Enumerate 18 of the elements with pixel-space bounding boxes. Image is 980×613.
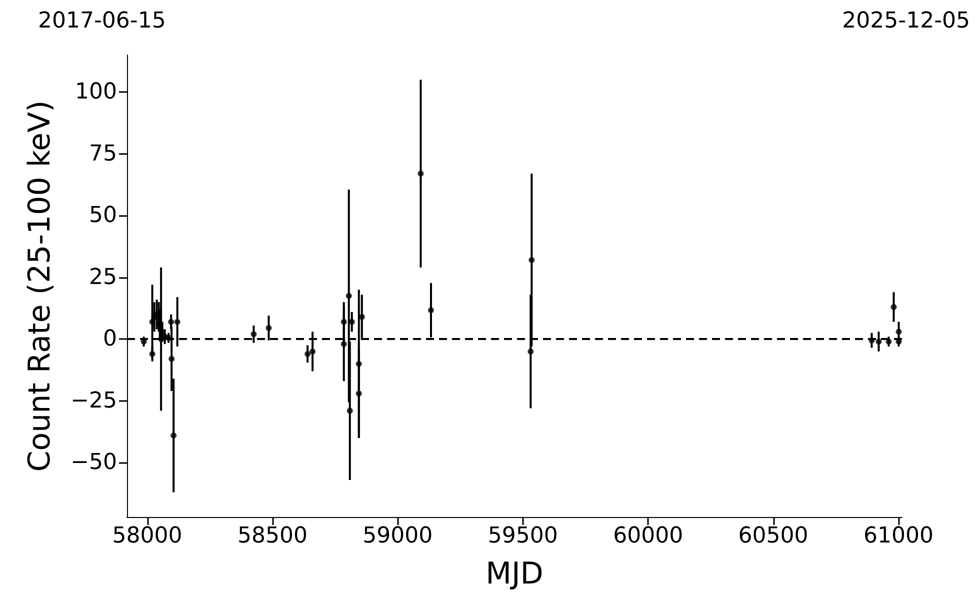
x-tick-label: 59500 bbox=[488, 524, 558, 548]
x-tick-label: 61000 bbox=[863, 524, 934, 548]
x-tick-label: 58000 bbox=[112, 524, 182, 548]
text: 2017-06-15 bbox=[38, 8, 166, 34]
y-tick-label: 50 bbox=[89, 203, 117, 228]
x-tick-label: 58500 bbox=[237, 524, 308, 548]
text: 2025-12-05 bbox=[842, 8, 970, 34]
y-axis-title: Count Rate (25-100 keV) bbox=[22, 100, 58, 472]
x-tick-label: 60500 bbox=[738, 524, 808, 548]
x-axis-title: MJD bbox=[486, 556, 544, 592]
y-tick-label: 100 bbox=[75, 80, 117, 105]
x-tick-label: 59000 bbox=[362, 524, 433, 548]
y-tick-label: 0 bbox=[103, 326, 117, 352]
y-tick-label: 75 bbox=[89, 141, 117, 166]
y-tick-label: −50 bbox=[70, 450, 117, 476]
y-tick-label: −25 bbox=[70, 388, 117, 414]
x-tick-label: 60000 bbox=[613, 524, 684, 548]
y-tick-label: 25 bbox=[89, 264, 117, 290]
